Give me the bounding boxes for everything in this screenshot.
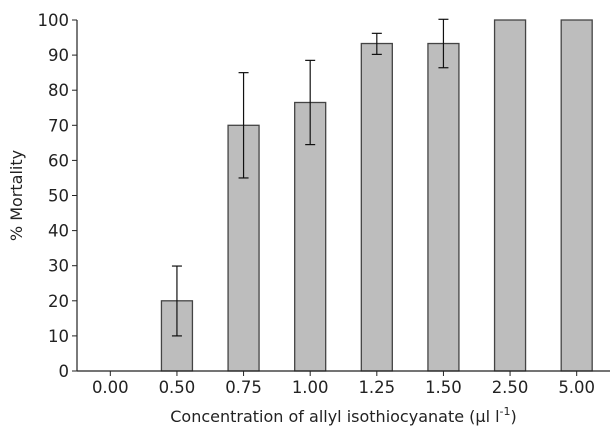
x-tick-label: 0.00 bbox=[92, 378, 129, 397]
y-tick-label: 50 bbox=[48, 187, 69, 206]
bars bbox=[160, 19, 593, 372]
error-bars bbox=[171, 18, 449, 337]
x-axis-title-superscript: -1 bbox=[500, 405, 511, 418]
y-tick-label: 0 bbox=[59, 362, 70, 381]
bar-5.00 bbox=[560, 19, 593, 372]
x-axis-tick-labels: 0.00 0.50 0.75 1.00 1.25 1.50 2.50 5.00 bbox=[92, 371, 595, 397]
x-tick-label: 2.50 bbox=[492, 378, 529, 397]
y-tick-label: 70 bbox=[48, 116, 69, 135]
x-tick-label: 0.50 bbox=[159, 378, 196, 397]
bar-2.50 bbox=[493, 19, 527, 372]
y-axis-title: % Mortality bbox=[7, 150, 26, 241]
bar-1.25 bbox=[360, 42, 393, 372]
y-tick-label: 30 bbox=[48, 257, 69, 276]
y-axis-ticks: 0 10 20 30 40 50 60 70 80 90 100 bbox=[38, 11, 77, 381]
y-tick-label: 20 bbox=[48, 292, 69, 311]
x-tick-label: 0.75 bbox=[225, 378, 262, 397]
y-tick-label: 60 bbox=[48, 151, 69, 170]
x-tick-label: 5.00 bbox=[558, 378, 595, 397]
bar-1.50 bbox=[427, 42, 460, 372]
x-tick-label: 1.50 bbox=[425, 378, 462, 397]
x-tick-label: 1.00 bbox=[292, 378, 329, 397]
x-axis-title: Concentration of allyl isothiocyanate (µ… bbox=[170, 405, 517, 426]
y-tick-label: 80 bbox=[48, 81, 69, 100]
y-tick-label: 10 bbox=[48, 327, 69, 346]
y-tick-label: 40 bbox=[48, 222, 69, 241]
x-axis-title-main: Concentration of allyl isothiocyanate (µ… bbox=[170, 407, 499, 426]
y-tick-label: 100 bbox=[38, 11, 70, 30]
bar-1.00 bbox=[294, 101, 327, 372]
x-axis-title-close: ) bbox=[511, 407, 517, 426]
y-tick-label: 90 bbox=[48, 46, 69, 65]
x-tick-label: 1.25 bbox=[358, 378, 395, 397]
